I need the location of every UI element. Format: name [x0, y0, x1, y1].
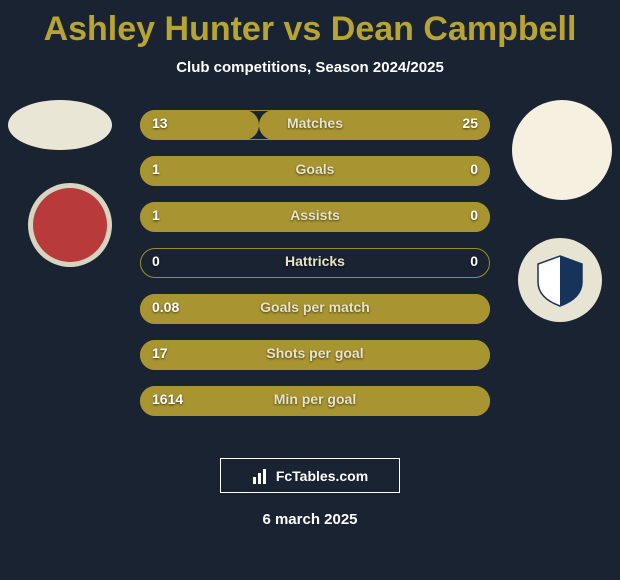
- bar-value-right: 0: [470, 161, 478, 177]
- bar-value-left: 13: [152, 115, 168, 131]
- stat-bars: Matches1325Goals10Assists10Hattricks00Go…: [140, 108, 490, 430]
- bar-label: Hattricks: [140, 253, 490, 269]
- player-left-club-crest: [28, 183, 112, 267]
- date-text: 6 march 2025: [0, 511, 620, 528]
- bar-label: Shots per goal: [140, 345, 490, 361]
- page-subtitle: Club competitions, Season 2024/2025: [0, 59, 620, 76]
- stat-row: Matches13 25: [140, 108, 490, 142]
- player-right-club-crest: [518, 238, 602, 322]
- stat-row: Goals per match0.08: [140, 292, 490, 326]
- chart-icon: [252, 467, 270, 485]
- bar-value-right: 0: [470, 207, 478, 223]
- bar-label: Goals: [140, 161, 490, 177]
- bar-label: Matches: [140, 115, 490, 131]
- stat-row: Min per goal1614: [140, 384, 490, 418]
- player-right-avatar: [512, 100, 612, 200]
- stat-row: Goals1 0: [140, 154, 490, 188]
- bar-value-left: 0.08: [152, 299, 179, 315]
- bar-value-left: 1: [152, 207, 160, 223]
- stat-row: Shots per goal17: [140, 338, 490, 372]
- stat-row: Assists1 0: [140, 200, 490, 234]
- player-left-avatar: [8, 100, 112, 150]
- bar-value-right: 25: [462, 115, 478, 131]
- fctables-logo: FcTables.com: [220, 458, 400, 493]
- comparison-chart: Matches1325Goals10Assists10Hattricks00Go…: [0, 108, 620, 438]
- page-title: Ashley Hunter vs Dean Campbell: [0, 0, 620, 49]
- bar-value-right: 0: [470, 253, 478, 269]
- logo-text: FcTables.com: [276, 468, 368, 484]
- bar-value-left: 1614: [152, 391, 183, 407]
- bar-value-left: 1: [152, 161, 160, 177]
- stat-row: Hattricks0 0: [140, 246, 490, 280]
- bar-label: Min per goal: [140, 391, 490, 407]
- bar-label: Assists: [140, 207, 490, 223]
- bar-label: Goals per match: [140, 299, 490, 315]
- bar-value-left: 0: [152, 253, 160, 269]
- bar-value-left: 17: [152, 345, 168, 361]
- shield-icon: [530, 250, 590, 310]
